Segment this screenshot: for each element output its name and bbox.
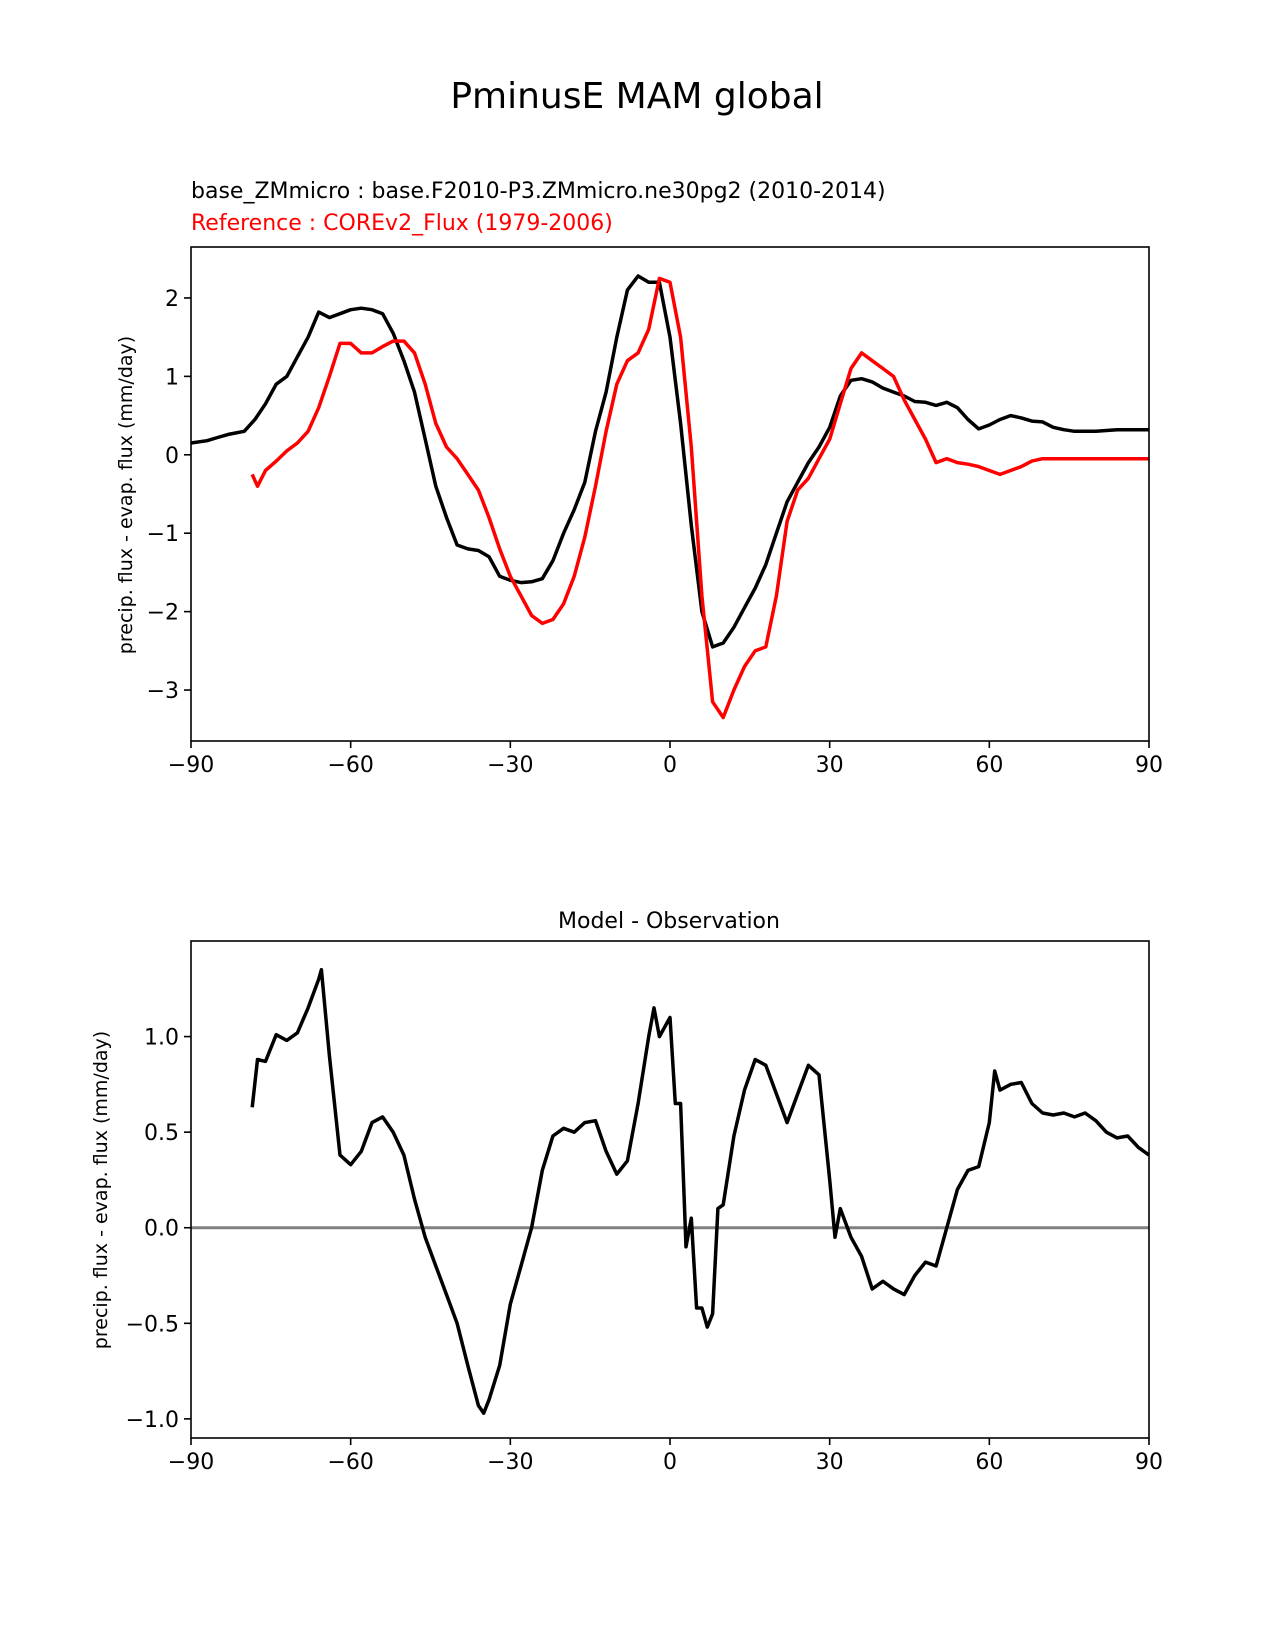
top-title-test: base_ZMmicro : base.F2010-P3.ZMmicro.ne3… bbox=[191, 179, 886, 204]
top-xtick-label: −30 bbox=[487, 753, 533, 778]
figure-suptitle: PminusE MAM global bbox=[450, 76, 823, 117]
bottom-series-line-0 bbox=[250, 967, 1151, 1415]
top-xtick-label: 30 bbox=[816, 753, 844, 778]
bottom-plot-area: −90 −60 −30 0 30 60 90 −1.0 −0.5 0.0 0.5 1.0 bbox=[126, 940, 1163, 1475]
top-axes-frame bbox=[190, 246, 1150, 742]
top-ytick-label: 0 bbox=[165, 444, 179, 469]
bottom-ylabel: precip. flux - evap. flux (mm/day) bbox=[90, 1031, 112, 1349]
top-ytick-label: −1 bbox=[147, 522, 179, 547]
top-ytick-label: 2 bbox=[165, 287, 179, 312]
bottom-xtick-label: −30 bbox=[487, 1450, 533, 1475]
top-xtick-label: 90 bbox=[1135, 753, 1163, 778]
bottom-ytick-label: 0.0 bbox=[144, 1217, 179, 1242]
top-plot-area: −90 −60 −30 0 30 60 90 −3 −2 −1 0 1 2 bbox=[147, 246, 1163, 778]
bottom-xtick-label: 0 bbox=[663, 1450, 677, 1475]
panel-top: base_ZMmicro : base.F2010-P3.ZMmicro.ne3… bbox=[115, 179, 1163, 778]
bottom-ytick-label: −1.0 bbox=[126, 1408, 179, 1433]
top-xtick-label: 0 bbox=[663, 753, 677, 778]
top-ytick-label: −2 bbox=[147, 601, 179, 626]
top-title-reference: Reference : COREv2_Flux (1979-2006) bbox=[191, 211, 613, 236]
top-ytick-label: 1 bbox=[165, 365, 179, 390]
top-ylabel: precip. flux - evap. flux (mm/day) bbox=[115, 336, 137, 654]
bottom-xtick-label: −60 bbox=[327, 1450, 373, 1475]
top-xtick-label: 60 bbox=[975, 753, 1003, 778]
top-xtick-label: −90 bbox=[168, 753, 214, 778]
bottom-ytick-label: 1.0 bbox=[144, 1026, 179, 1051]
top-ytick-label: −3 bbox=[147, 679, 179, 704]
bottom-xtick-label: −90 bbox=[168, 1450, 214, 1475]
top-series-line-0 bbox=[190, 274, 1149, 649]
bottom-xtick-label: 60 bbox=[975, 1450, 1003, 1475]
top-series-line-1 bbox=[250, 276, 1149, 720]
bottom-axes-frame bbox=[190, 940, 1150, 1439]
bottom-ytick-label: 0.5 bbox=[144, 1121, 179, 1146]
bottom-xtick-label: 90 bbox=[1135, 1450, 1163, 1475]
bottom-title: Model - Observation bbox=[558, 909, 780, 934]
bottom-xtick-label: 30 bbox=[816, 1450, 844, 1475]
bottom-ytick-label: −0.5 bbox=[126, 1312, 179, 1337]
top-xtick-label: −60 bbox=[327, 753, 373, 778]
panel-bottom: Model - Observation precip. flux - evap.… bbox=[90, 909, 1163, 1475]
